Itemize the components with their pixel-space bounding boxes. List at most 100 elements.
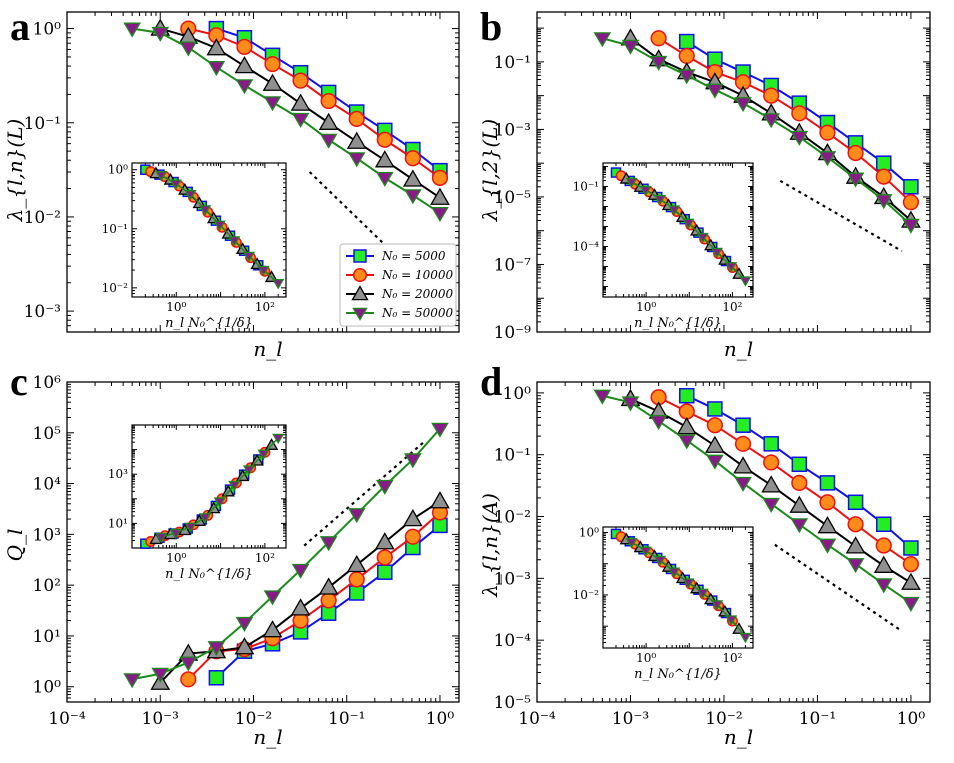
y-axis-label: λ_{l,2}(L)	[478, 119, 502, 223]
circle-marker	[875, 168, 892, 185]
x-tick-label: 10⁰	[426, 709, 455, 729]
square-marker	[875, 155, 892, 171]
circle-marker	[734, 435, 752, 452]
triangle-down-marker	[404, 189, 422, 205]
square-marker	[208, 670, 225, 686]
inset-series-3	[155, 433, 285, 544]
circle-marker	[348, 110, 365, 127]
triangle-down-marker	[207, 641, 226, 657]
legend-label: N₀ = 20000	[381, 287, 454, 301]
plot-frame	[536, 11, 931, 333]
y-tick-label: 10³	[33, 525, 61, 545]
triangle-down-marker	[179, 41, 198, 57]
series-line	[188, 27, 441, 179]
circle-marker	[763, 454, 780, 471]
triangle-up-marker	[351, 285, 369, 301]
x-axis-label: n_l	[253, 725, 282, 749]
triangle-down-marker	[242, 465, 256, 476]
triangle-up-marker	[676, 417, 697, 435]
triangle-down-marker	[347, 508, 366, 524]
triangle-down-marker	[272, 433, 285, 445]
triangle-down-marker	[668, 567, 681, 578]
triangle-up-marker	[402, 509, 423, 527]
circle-marker	[706, 417, 724, 434]
guide-dashed-line	[774, 543, 903, 633]
triangle-up-marker	[346, 131, 367, 149]
triangle-down-marker	[696, 588, 709, 600]
circle-marker	[819, 124, 836, 141]
x-tick-label: 10⁻⁴	[48, 709, 86, 729]
inset-y-tick-label: 10⁻⁴	[573, 240, 600, 254]
triangle-down-marker	[621, 396, 640, 412]
series-1	[650, 30, 920, 211]
triangle-down-marker	[347, 152, 366, 168]
triangle-down-marker	[653, 194, 667, 206]
y-tick-label: 10⁻⁴	[494, 631, 532, 651]
inset-y-tick-label: 10⁻¹	[102, 222, 128, 236]
inset-frame	[602, 526, 754, 649]
triangle-down-marker	[151, 667, 170, 683]
x-tick-label: 10⁻²	[235, 709, 272, 729]
triangle-up-marker	[262, 620, 283, 638]
inset-frame	[131, 424, 287, 549]
inset-frame	[131, 162, 287, 298]
triangle-down-marker	[902, 218, 920, 234]
square-marker	[707, 401, 723, 417]
triangle-up-marker	[430, 491, 450, 509]
y-tick-label: 10⁻³	[494, 569, 531, 589]
circle-marker	[320, 592, 337, 609]
triangle-down-marker	[207, 61, 226, 77]
y-tick-label: 10⁶	[33, 373, 62, 393]
plot-frame	[536, 381, 931, 703]
square-marker	[763, 436, 779, 452]
triangle-up-marker	[430, 187, 450, 205]
triangle-down-marker	[639, 185, 652, 197]
square-marker	[735, 417, 751, 433]
circle-marker	[404, 150, 421, 167]
square-marker	[875, 516, 892, 533]
y-tick-label: 10⁵	[33, 424, 62, 444]
triangle-up-marker	[374, 150, 395, 168]
triangle-down-marker	[739, 276, 752, 287]
triangle-down-marker	[242, 251, 256, 263]
inset-x-tick-label: 10⁰	[636, 651, 656, 665]
legend-label: N₀ = 50000	[381, 306, 454, 320]
inset-y-tick-label: 10¹	[108, 516, 128, 530]
legend-label: N₀ = 10000	[381, 268, 454, 282]
x-axis-label: n_l	[724, 337, 753, 361]
x-tick-label: 10⁻³	[612, 709, 649, 729]
y-tick-label: 10⁻²	[24, 208, 61, 228]
y-tick-label: 10⁻⁵	[494, 188, 532, 208]
inset-x-axis-label: n_l N₀^{1/δ}	[165, 567, 253, 582]
triangle-down-marker	[818, 538, 837, 554]
triangle-down-marker	[431, 206, 449, 223]
square-marker	[353, 249, 367, 263]
triangle-down-marker	[404, 453, 422, 469]
circle-marker	[431, 169, 449, 186]
triangle-down-marker	[352, 307, 368, 321]
inset-x-axis-label: n_l N₀^{1/δ}	[165, 316, 253, 331]
y-tick-label: 10⁻³	[24, 302, 61, 322]
triangle-up-marker	[234, 637, 255, 655]
square-marker	[377, 564, 393, 580]
triangle-up-marker	[733, 456, 753, 474]
triangle-down-marker	[319, 536, 338, 552]
inset-y-tick-label: 10⁻²	[573, 588, 600, 602]
series-0	[679, 387, 919, 556]
legend-box	[339, 243, 457, 327]
triangle-down-marker	[762, 497, 781, 513]
triangle-down-marker	[621, 39, 640, 55]
guide-dashed-line	[303, 439, 427, 547]
triangle-down-marker	[257, 265, 270, 277]
inset-y-tick-label: 10⁻¹	[573, 180, 599, 194]
panel-label: d	[480, 359, 502, 404]
x-tick-label: 10⁻⁴	[518, 709, 556, 729]
triangle-up-marker	[901, 572, 921, 590]
triangle-up-marker	[290, 598, 311, 616]
guide-dashed-line	[779, 179, 903, 252]
square-marker	[791, 456, 808, 473]
circle-marker	[847, 516, 864, 533]
triangle-down-marker	[263, 96, 282, 112]
